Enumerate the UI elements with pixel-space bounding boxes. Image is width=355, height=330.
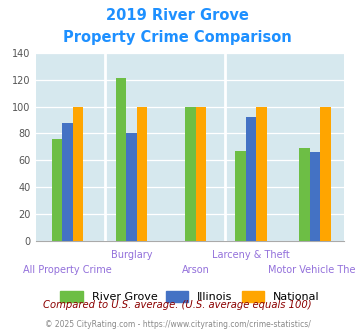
Text: Motor Vehicle Theft: Motor Vehicle Theft: [268, 265, 355, 275]
Bar: [73, 107, 83, 241]
Bar: [116, 78, 126, 241]
Bar: [300, 148, 310, 241]
Text: Compared to U.S. average. (U.S. average equals 100): Compared to U.S. average. (U.S. average …: [43, 300, 312, 310]
Text: Larceny & Theft: Larceny & Theft: [212, 250, 290, 260]
Bar: [52, 139, 62, 241]
Bar: [246, 117, 256, 241]
Text: Burglary: Burglary: [111, 250, 152, 260]
Bar: [62, 123, 73, 241]
Bar: [185, 107, 196, 241]
Text: © 2025 CityRating.com - https://www.cityrating.com/crime-statistics/: © 2025 CityRating.com - https://www.city…: [45, 320, 310, 329]
Text: All Property Crime: All Property Crime: [23, 265, 112, 275]
Text: Property Crime Comparison: Property Crime Comparison: [63, 30, 292, 45]
Legend: River Grove, Illinois, National: River Grove, Illinois, National: [56, 287, 324, 307]
Bar: [321, 107, 331, 241]
Bar: [235, 151, 246, 241]
Bar: [126, 133, 137, 241]
Text: 2019 River Grove: 2019 River Grove: [106, 8, 249, 23]
Bar: [137, 107, 147, 241]
Bar: [196, 107, 206, 241]
Bar: [310, 152, 321, 241]
Text: Arson: Arson: [182, 265, 210, 275]
Bar: [256, 107, 267, 241]
